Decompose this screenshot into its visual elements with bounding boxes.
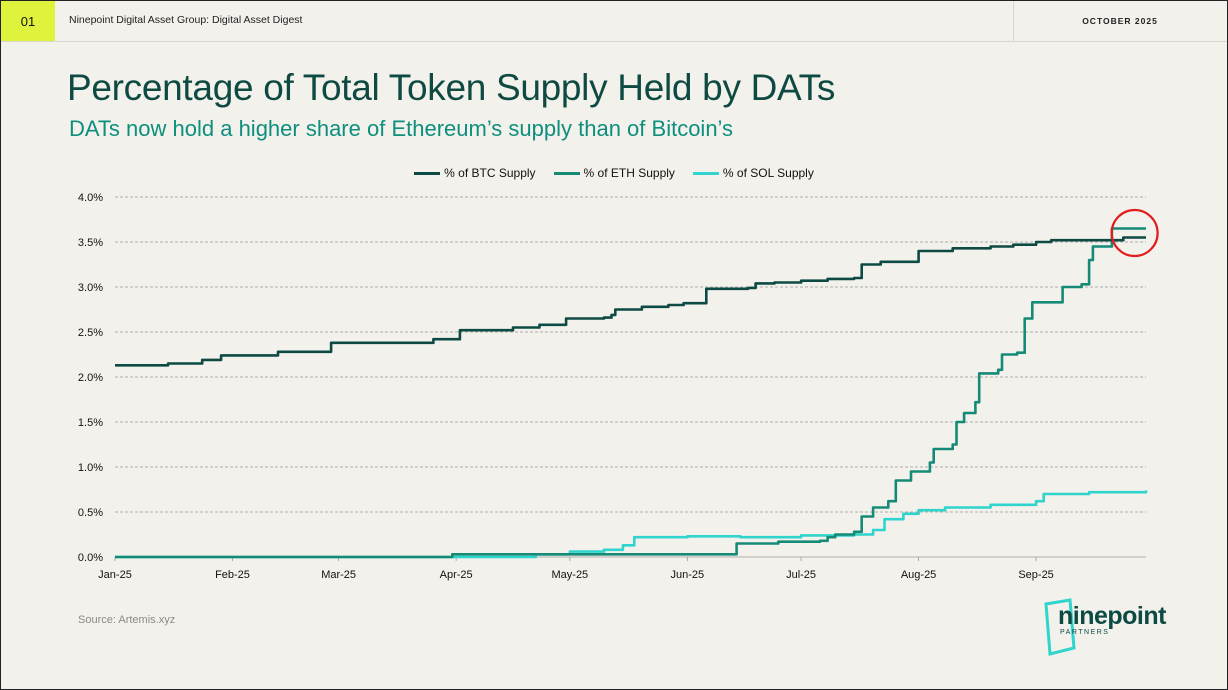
- x-tick-label: Jul-25: [786, 569, 816, 581]
- series-line-btc: [115, 236, 1146, 367]
- x-tick-label: Jun-25: [671, 569, 705, 581]
- header-date: OCTOBER 2025: [1082, 16, 1158, 26]
- legend-swatch-sol: [692, 171, 719, 175]
- ninepoint-logo: ninepoint PARTNERS: [1044, 598, 1174, 658]
- x-axis-tick-labels: Jan-25 Feb-25 Mar-25 Apr-25 May-25 Jun-25 Jul-…: [98, 557, 1054, 581]
- legend-swatch-eth: [553, 171, 580, 175]
- legend-label-sol: % of SOL Supply: [722, 166, 814, 180]
- y-tick-label: 4.0%: [78, 192, 103, 204]
- page-number: 01: [1, 1, 55, 41]
- chart-subtitle: DATs now hold a higher share of Ethereum…: [69, 116, 734, 141]
- series-line-sol: [115, 490, 1148, 559]
- x-tick-label: Sep-25: [1018, 569, 1053, 581]
- highlight-circle: [1110, 208, 1159, 258]
- x-tick-label: Aug-25: [901, 569, 936, 581]
- legend-label-eth: % of ETH Supply: [583, 166, 675, 180]
- y-tick-label: 1.0%: [78, 462, 103, 474]
- series-lines: [115, 227, 1148, 559]
- logo-sub: PARTNERS: [1060, 629, 1110, 636]
- y-tick-label: 3.0%: [78, 282, 103, 294]
- y-tick-label: 2.0%: [78, 372, 103, 384]
- y-tick-label: 1.5%: [78, 417, 103, 429]
- legend-swatch-btc: [414, 171, 441, 175]
- legend-item-btc: % of BTC Supply: [414, 164, 536, 182]
- header-divider: [1013, 1, 1014, 41]
- top-bar: 01 Ninepoint Digital Asset Group: Digita…: [1, 1, 1227, 42]
- y-tick-label: 0.0%: [78, 552, 103, 564]
- legend-label-btc: % of BTC Supply: [444, 166, 536, 180]
- y-axis-tick-labels: 0.0% 0.5% 1.0% 1.5% 2.0% 2.5% 3.0% 3.5% 4.0%: [78, 192, 103, 564]
- x-tick-label: Apr-25: [440, 569, 473, 581]
- source-note: Source: Artemis.xyz: [78, 614, 176, 626]
- y-tick-label: 3.5%: [78, 237, 103, 249]
- annotations: [1110, 208, 1159, 258]
- gridlines: [115, 196, 1146, 558]
- x-tick-label: May-25: [552, 569, 589, 581]
- chart-title: Percentage of Total Token Supply Held by…: [67, 67, 836, 108]
- x-tick-label: Jan-25: [98, 569, 132, 581]
- header-title: Ninepoint Digital Asset Group: Digital A…: [69, 14, 303, 26]
- legend-item-eth: % of ETH Supply: [553, 164, 675, 182]
- logo-word: ninepoint: [1058, 602, 1166, 630]
- logo-mark: [1044, 598, 1076, 656]
- chart-legend: % of BTC Supply % of ETH Supply % of SOL…: [0, 164, 1228, 182]
- x-tick-label: Feb-25: [215, 569, 250, 581]
- legend-item-sol: % of SOL Supply: [692, 164, 814, 182]
- x-tick-label: Mar-25: [321, 569, 356, 581]
- line-chart: 0.0% 0.5% 1.0% 1.5% 2.0% 2.5% 3.0% 3.5% 4.0% Jan…: [78, 192, 1159, 581]
- series-line-eth: [115, 227, 1146, 559]
- y-tick-label: 2.5%: [78, 327, 103, 339]
- y-tick-label: 0.5%: [78, 507, 103, 519]
